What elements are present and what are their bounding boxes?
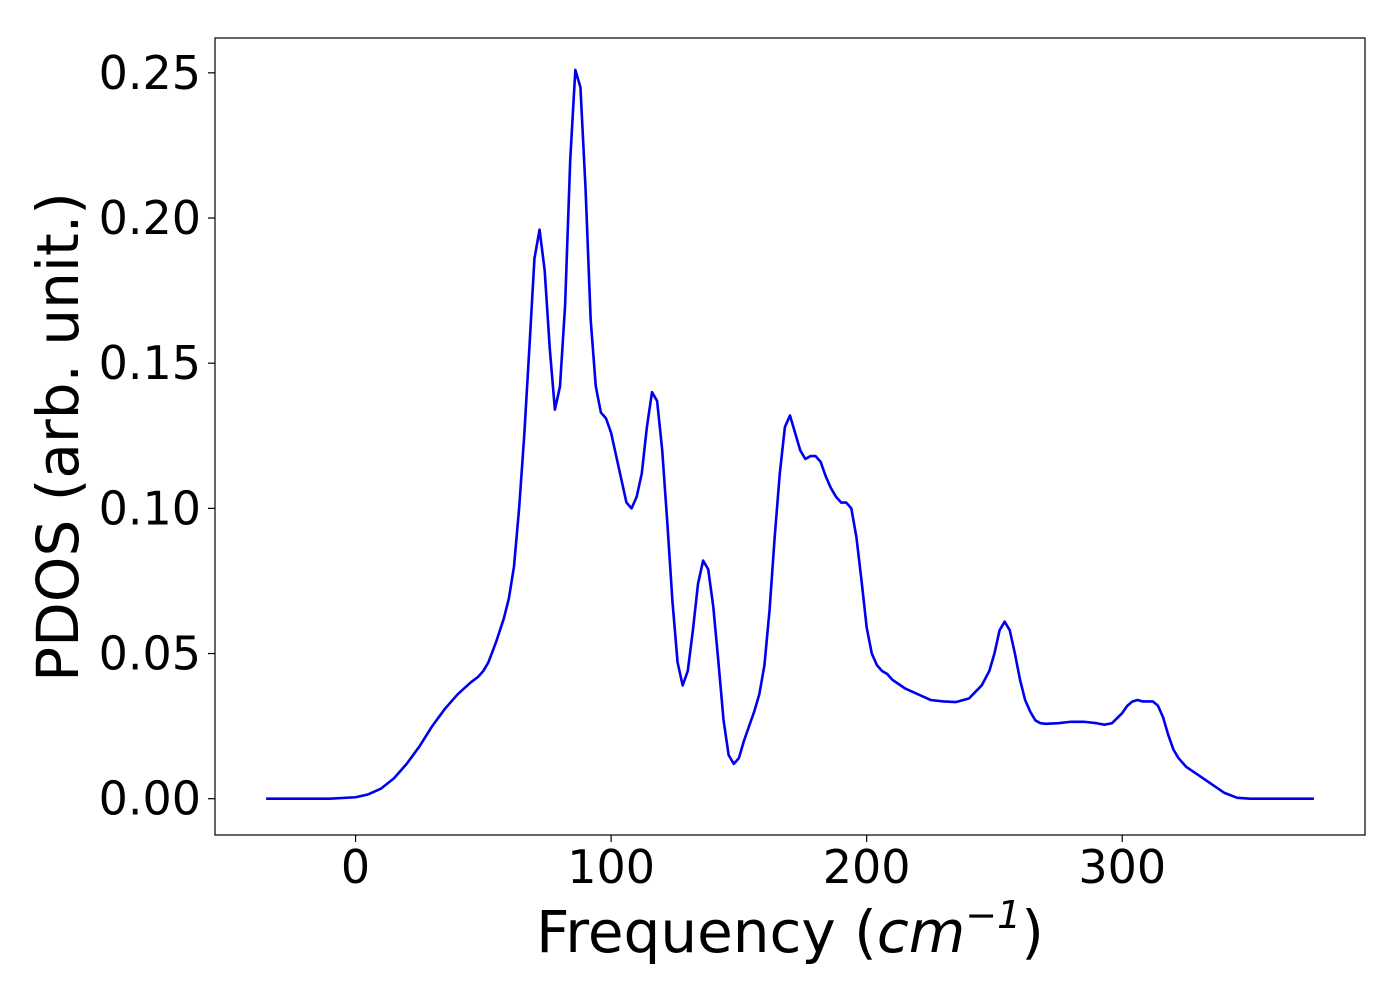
y-tick-label: 0.15 — [99, 336, 201, 390]
x-tick-label: 300 — [1078, 840, 1166, 894]
y-tick-label: 0.05 — [99, 627, 201, 681]
plot-frame — [214, 37, 1366, 836]
x-tick-label: 0 — [341, 840, 370, 894]
y-axis-ticks: 0.00 0.05 0.10 0.15 0.20 0.25 — [99, 46, 215, 826]
x-axis-title-exponent: −1 — [965, 893, 1021, 937]
y-tick-label: 0.00 — [99, 772, 201, 826]
x-tick-label: 100 — [567, 840, 655, 894]
y-axis-title: PDOS (arb. unit.) — [24, 192, 92, 682]
x-axis-title-unit: cm — [877, 898, 965, 966]
series-line-0 — [266, 68, 1314, 801]
series-layer — [266, 68, 1314, 801]
y-tick-label: 0.10 — [99, 481, 201, 535]
y-tick-label: 0.20 — [99, 191, 201, 245]
y-tick-label: 0.25 — [99, 46, 201, 100]
x-axis-title: Frequency (cm−1) — [536, 893, 1044, 966]
x-tick-label: 200 — [823, 840, 911, 894]
x-axis-ticks: 0 100 200 300 — [341, 835, 1166, 894]
x-axis-title-text: Frequency ( — [536, 898, 877, 966]
x-axis-title-close: ) — [1021, 898, 1044, 966]
